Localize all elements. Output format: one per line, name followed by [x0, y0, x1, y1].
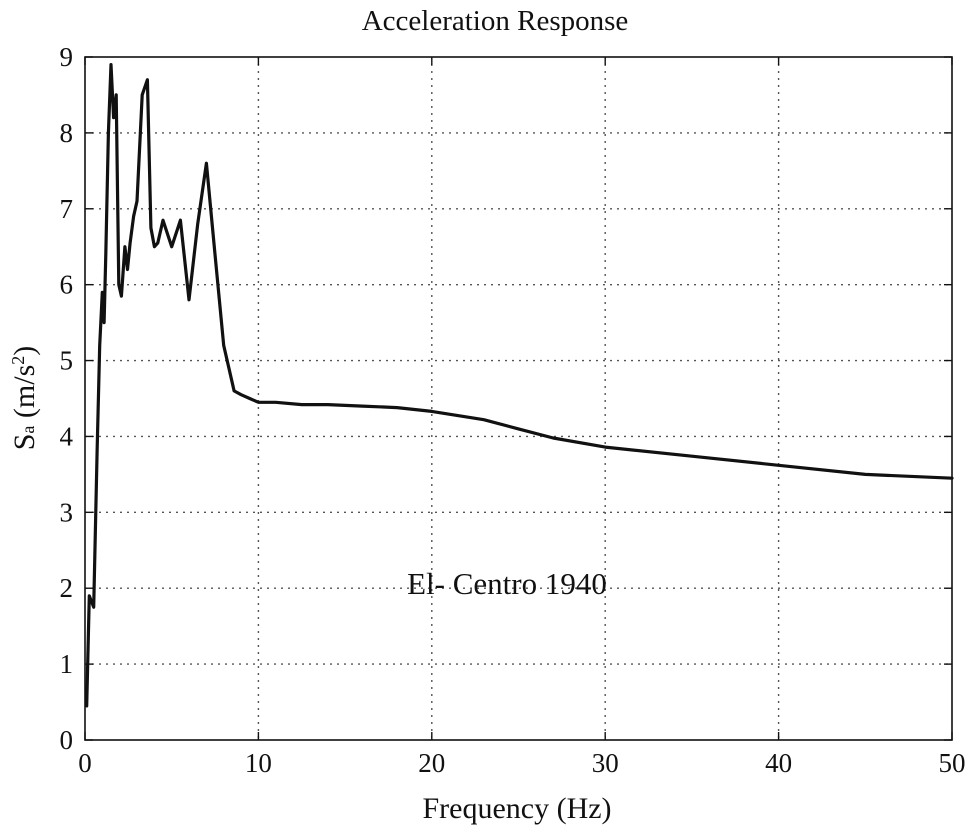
x-tick-label: 10 [245, 748, 272, 778]
x-tick-label: 50 [939, 748, 966, 778]
x-tick-label: 30 [592, 748, 619, 778]
series-layer [85, 62, 954, 708]
y-axis-title: Sa (m/s2) [8, 346, 41, 451]
y-axis-title-sup: 2 [8, 356, 28, 365]
chart-title: Acceleration Response [362, 5, 629, 37]
y-tick-label: 4 [60, 421, 74, 451]
annotation-el-centro: El- Centro 1940 [407, 566, 607, 601]
y-tick-label: 1 [60, 649, 74, 679]
x-tick-label: 20 [418, 748, 445, 778]
y-tick-label: 6 [60, 270, 74, 300]
x-tick-label: 40 [765, 748, 792, 778]
y-axis-title-sub: a [18, 426, 38, 434]
y-tick-label: 9 [60, 42, 74, 72]
x-axis-title: Frequency (Hz) [422, 792, 611, 825]
series-line-acceleration [85, 62, 954, 708]
y-axis-title-unit: (m/s [8, 365, 41, 426]
plot-frame [84, 56, 953, 741]
y-tick-label: 7 [60, 194, 74, 224]
y-tick-label: 3 [60, 497, 74, 527]
axis-ticks [84, 56, 953, 741]
grid [85, 57, 952, 740]
x-tick-label: 0 [78, 748, 92, 778]
y-tick-label: 0 [60, 725, 74, 755]
y-tick-label: 5 [60, 346, 74, 376]
y-axis-title-close: ) [8, 346, 41, 356]
y-tick-label: 8 [60, 118, 74, 148]
y-tick-label: 2 [60, 573, 74, 603]
axis-tick-labels: 0 10 20 30 40 50 0 1 2 3 4 5 6 7 8 9 [60, 42, 966, 778]
y-axis-title-main: S [8, 434, 41, 451]
